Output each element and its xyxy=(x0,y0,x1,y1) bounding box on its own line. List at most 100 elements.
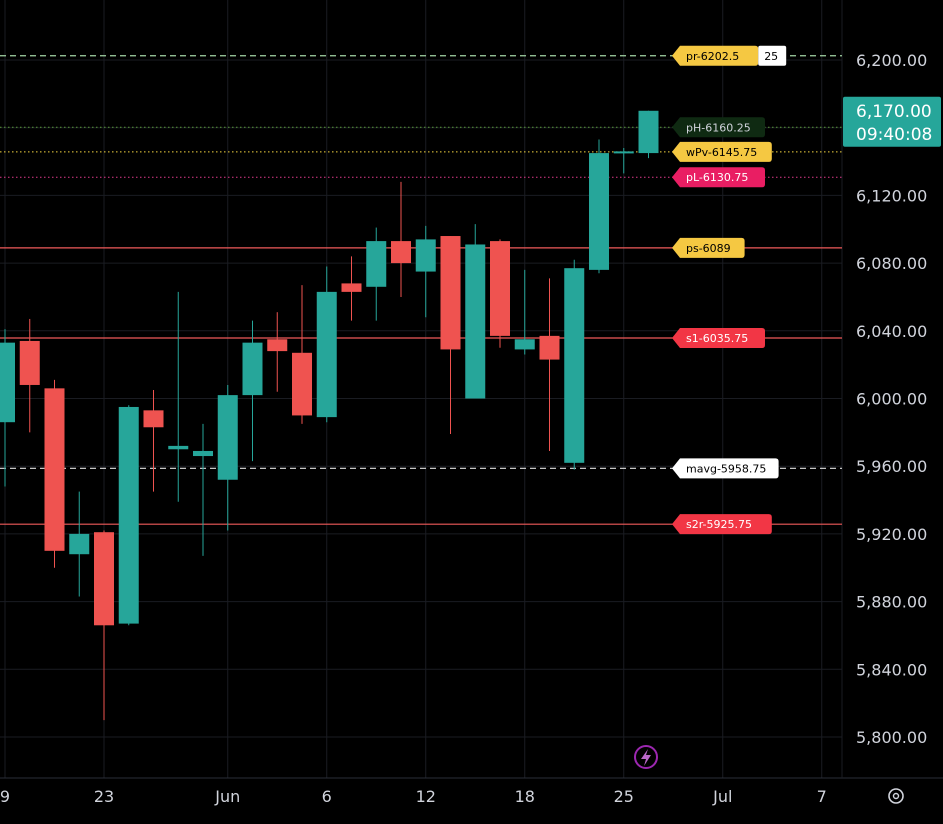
time-tick-label-1: 23 xyxy=(94,787,114,806)
level-tag-bg-3 xyxy=(672,167,765,188)
time-tick-label-5: 18 xyxy=(515,787,535,806)
current-price-countdown: 09:40:08 xyxy=(856,125,932,145)
candle-body-16 xyxy=(391,241,411,264)
candle-11 xyxy=(267,312,288,392)
level-tag-label-6: mavg-5958.75 xyxy=(686,462,766,475)
candle-0 xyxy=(0,329,15,487)
candle-16 xyxy=(391,181,411,297)
candle-body-3 xyxy=(69,533,90,555)
level-tag-3: pL-6130.75 xyxy=(672,167,765,188)
candle-body-21 xyxy=(514,339,535,350)
candle-13 xyxy=(316,266,337,423)
candle-body-19 xyxy=(465,244,486,399)
level-tag-bg-4 xyxy=(672,237,745,258)
level-tag-7: s2r-5925.75 xyxy=(672,514,772,535)
candle-15 xyxy=(366,227,387,321)
price-tick-label-3: 5,920.00 xyxy=(856,525,927,544)
level-tag-5: s1-6035.75 xyxy=(672,327,765,348)
time-axis[interactable]: 9 23 Jun 6 12 18 25 Jul 7 xyxy=(0,787,827,806)
candle-19 xyxy=(465,224,486,399)
price-tick-label-9: 6,200.00 xyxy=(856,51,927,70)
candle-18 xyxy=(440,236,461,435)
current-price-badge-bg xyxy=(843,96,941,147)
candle-body-8 xyxy=(193,450,213,457)
candle-12 xyxy=(292,285,312,424)
price-tick-label-5: 6,000.00 xyxy=(856,390,927,409)
level-tag-bg-7 xyxy=(672,514,772,535)
candle-25 xyxy=(613,148,634,174)
current-price-badge: 6,170.00 09:40:08 xyxy=(843,96,941,147)
time-tick-label-3: 6 xyxy=(322,787,332,806)
price-tick-label-4: 5,960.00 xyxy=(856,457,927,476)
price-tick-label-7: 6,080.00 xyxy=(856,254,927,273)
candle-body-12 xyxy=(292,352,312,416)
level-tag-label-2: wPv-6145.75 xyxy=(686,146,757,159)
candles xyxy=(0,110,659,721)
price-tick-label-1: 5,840.00 xyxy=(856,660,927,679)
level-tag-extra-bg-0 xyxy=(758,45,787,66)
price-axis[interactable]: 5,800.00 5,840.00 5,880.00 5,920.00 5,960.00… xyxy=(856,51,927,747)
candle-body-24 xyxy=(589,153,609,270)
candle-24 xyxy=(589,139,609,274)
level-tag-2: wPv-6145.75 xyxy=(672,141,772,162)
candle-26 xyxy=(638,110,659,159)
level-tag-bg-1 xyxy=(672,117,765,138)
lightning-icon[interactable] xyxy=(634,745,658,769)
candle-3 xyxy=(69,491,90,597)
candle-10 xyxy=(242,320,263,462)
settings-gear-icon-outer xyxy=(888,788,904,804)
candle-20 xyxy=(490,239,510,348)
candle-4 xyxy=(94,530,114,721)
candle-8 xyxy=(193,423,213,556)
lightning-icon-bolt xyxy=(641,749,651,766)
level-tag-bg-5 xyxy=(672,327,765,348)
candle-body-7 xyxy=(168,445,189,450)
candle-body-26 xyxy=(638,110,659,154)
level-tags: pr-6202.5 25 pH-6160.25 wPv-6145.75 pL-6130.… xyxy=(672,45,787,535)
candle-body-17 xyxy=(415,239,436,272)
candle-body-11 xyxy=(267,339,288,352)
time-tick-label-7: Jul xyxy=(712,787,732,806)
candle-body-4 xyxy=(94,532,114,626)
level-tag-extra-0: 25 xyxy=(764,50,778,63)
candle-body-23 xyxy=(564,268,585,463)
settings-gear-icon[interactable] xyxy=(888,788,904,804)
candle-5 xyxy=(118,405,139,626)
level-tag-label-3: pL-6130.75 xyxy=(686,171,748,184)
candle-23 xyxy=(564,259,585,470)
level-tag-bg-2 xyxy=(672,141,772,162)
time-tick-label-2: Jun xyxy=(214,787,240,806)
candle-body-20 xyxy=(490,241,510,336)
price-tick-label-8: 6,120.00 xyxy=(856,186,927,205)
settings-gear-icon-inner xyxy=(892,792,900,800)
candle-1 xyxy=(19,318,40,433)
level-tag-label-5: s1-6035.75 xyxy=(686,332,748,345)
candle-21 xyxy=(514,269,535,355)
candle-body-1 xyxy=(19,340,40,385)
time-tick-label-0: 9 xyxy=(0,787,10,806)
price-tick-label-0: 5,800.00 xyxy=(856,728,927,747)
time-tick-label-4: 12 xyxy=(416,787,436,806)
price-tick-label-2: 5,880.00 xyxy=(856,593,927,612)
level-tag-4: ps-6089 xyxy=(672,237,745,258)
candle-14 xyxy=(341,256,362,321)
candle-body-14 xyxy=(341,283,362,292)
current-price-value: 6,170.00 xyxy=(856,102,932,122)
level-tag-6: mavg-5958.75 xyxy=(672,458,779,479)
candle-body-13 xyxy=(316,291,337,418)
candle-body-15 xyxy=(366,241,387,287)
level-tag-0: pr-6202.5 25 xyxy=(672,45,787,66)
level-tag-bg-6 xyxy=(672,458,779,479)
candle-2 xyxy=(44,379,65,568)
candle-body-5 xyxy=(118,406,139,624)
price-tick-label-6: 6,040.00 xyxy=(856,322,927,341)
candle-body-22 xyxy=(539,335,560,360)
level-tag-label-0: pr-6202.5 xyxy=(686,50,739,63)
candle-body-2 xyxy=(44,388,65,551)
time-tick-label-6: 25 xyxy=(614,787,634,806)
candle-body-0 xyxy=(0,342,15,423)
level-tag-label-7: s2r-5925.75 xyxy=(686,518,752,531)
candle-9 xyxy=(217,384,238,531)
candle-17 xyxy=(415,225,436,318)
